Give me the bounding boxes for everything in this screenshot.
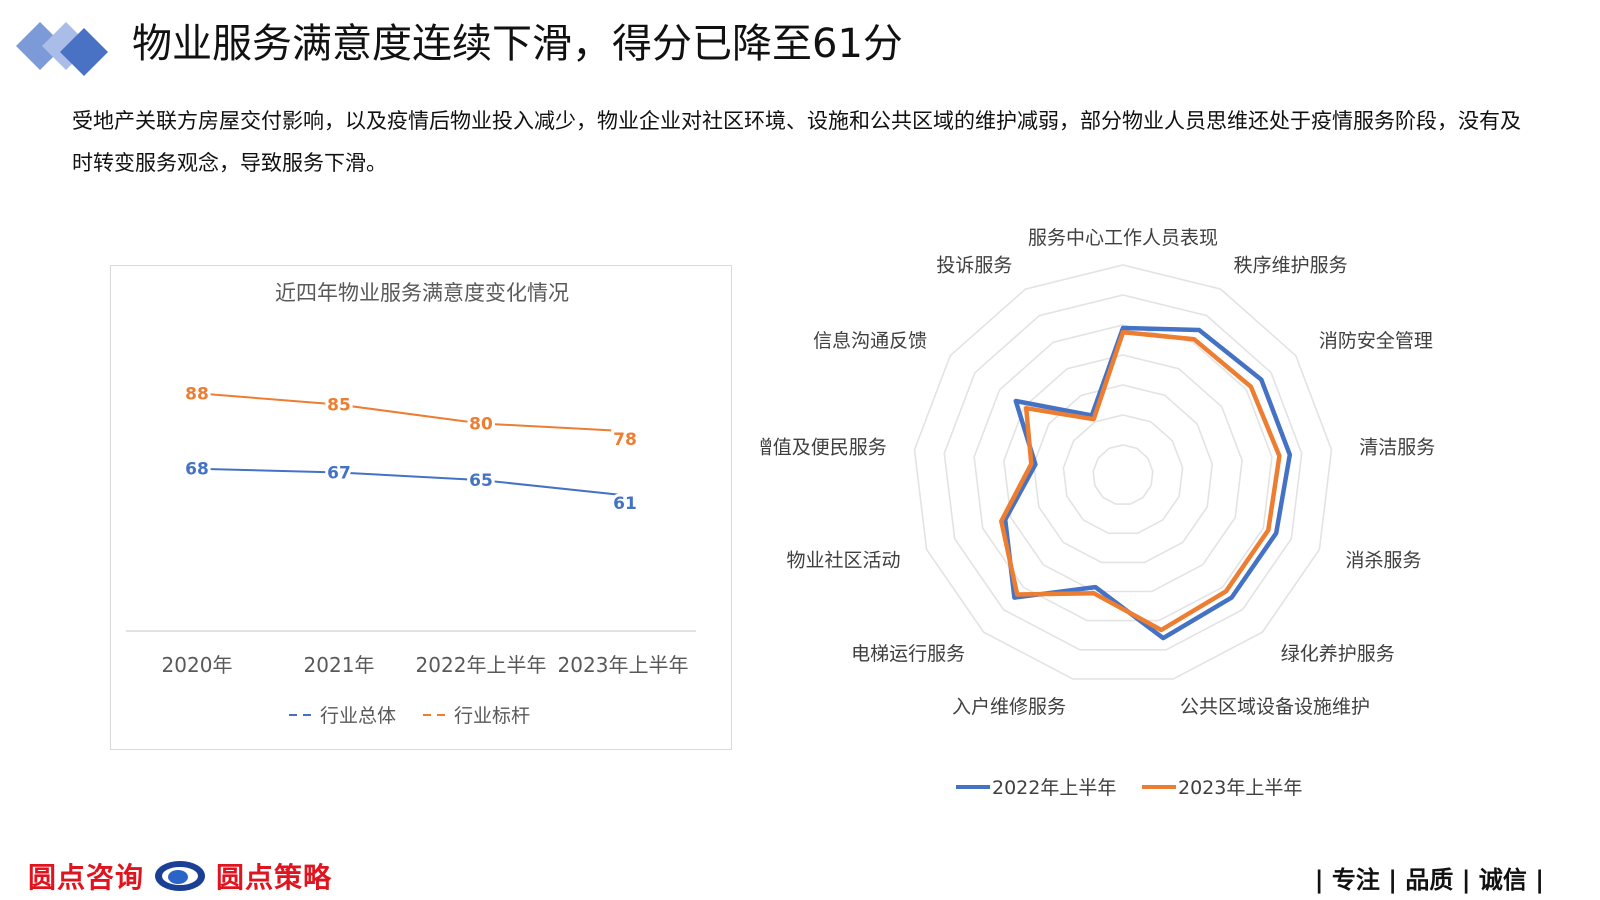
legend-label: 行业总体 xyxy=(320,705,396,727)
radar-axis-label: 消防安全管理 xyxy=(1319,330,1433,352)
x-tick-label: 2022年上半年 xyxy=(416,653,547,677)
line-chart: 近四年物业服务满意度变化情况 2020年 2021年 2022年上半年 2023年上半年… xyxy=(126,281,696,727)
radar-axis-label: 公共区域设备设施维护 xyxy=(1180,696,1370,718)
legend-label: 2022年上半年 xyxy=(992,777,1116,799)
radar-axis-label: 投诉服务 xyxy=(936,254,1012,276)
footer-brand: 圆点咨询 圆点策略 xyxy=(28,856,332,896)
data-label: 80 xyxy=(469,414,493,434)
legend-label: 行业标杆 xyxy=(454,705,530,727)
data-label: 85 xyxy=(327,396,351,416)
data-label: 78 xyxy=(613,430,637,450)
legend-label: 2023年上半年 xyxy=(1178,777,1302,799)
x-tick-label: 2023年上半年 xyxy=(558,653,689,677)
radar-axis-label: 物业社区活动 xyxy=(786,549,900,571)
intro-paragraph: 受地产关联方房屋交付影响，以及疫情后物业投入减少，物业企业对社区环境、设施和公共… xyxy=(72,109,1521,175)
x-tick-label: 2021年 xyxy=(304,653,375,677)
data-label: 67 xyxy=(327,464,351,484)
x-tick-label: 2020年 xyxy=(162,653,233,677)
radar-axis-label: 秩序维护服务 xyxy=(1234,254,1348,276)
radar-series-2 xyxy=(999,329,1282,633)
radar-ring xyxy=(1003,354,1243,593)
radar-axis-label: 消杀服务 xyxy=(1346,549,1422,571)
radar-ring xyxy=(913,264,1333,680)
radar-ring xyxy=(1062,414,1184,535)
data-label: 65 xyxy=(469,471,493,491)
diamond-logo-icon xyxy=(16,22,108,76)
chart-title: 近四年物业服务满意度变化情况 xyxy=(275,281,569,305)
radar-ring xyxy=(973,324,1273,622)
circle-dot-logo-icon xyxy=(155,861,206,891)
radar-axis-label: 信息沟通反馈 xyxy=(813,330,927,352)
radar-chart-card: 服务中心工作人员表现 秩序维护服务消防安全管理清洁服务消杀服务绿化养护服务公共区域… xyxy=(760,225,1600,840)
line-chart-card: 近四年物业服务满意度变化情况 2020年 2021年 2022年上半年 2023年上半年… xyxy=(110,265,732,750)
page-title: 物业服务满意度连续下滑，得分已降至61分 xyxy=(132,21,903,67)
radar-ring xyxy=(943,294,1303,651)
data-label: 88 xyxy=(185,384,209,404)
data-label: 68 xyxy=(185,460,209,480)
radar-axis-label: 服务中心工作人员表现 xyxy=(1028,227,1218,249)
radar-axis-label: 增值及便民服务 xyxy=(760,436,887,458)
radar-axis-label: 电梯运行服务 xyxy=(851,643,965,665)
radar-ring xyxy=(1092,444,1154,505)
brand-name-right: 圆点策略 xyxy=(216,861,333,894)
radar-chart: 服务中心工作人员表现秩序维护服务消防安全管理清洁服务消杀服务绿化养护服务公共区域… xyxy=(760,227,1435,799)
radar-ring xyxy=(1032,384,1214,564)
series-line-1 xyxy=(196,467,624,497)
radar-axis-label: 入户维修服务 xyxy=(952,696,1066,718)
radar-axis-label: 绿化养护服务 xyxy=(1281,643,1395,665)
data-label: 61 xyxy=(613,494,637,514)
radar-axis-label: 清洁服务 xyxy=(1359,436,1435,458)
brand-name-left: 圆点咨询 xyxy=(28,861,145,894)
footer-motto: | 专注 | 品质 | 诚信 | xyxy=(1314,866,1544,894)
series-line-2 xyxy=(196,392,624,433)
